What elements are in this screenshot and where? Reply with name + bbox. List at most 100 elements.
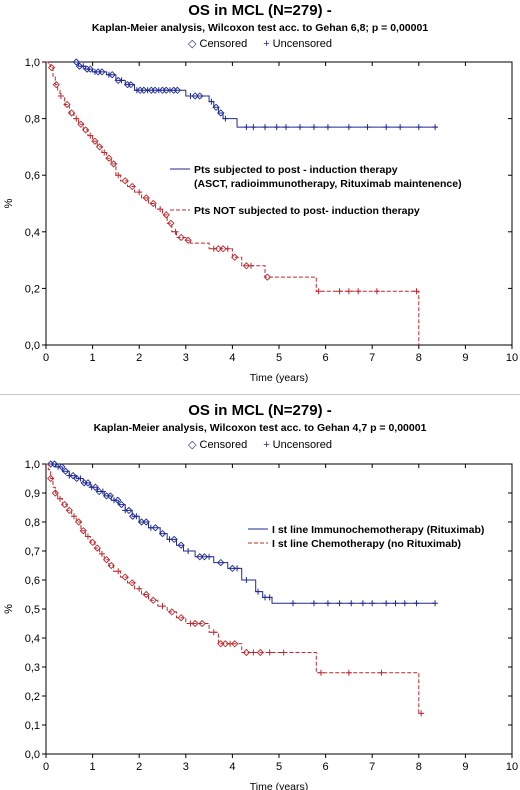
censor-marker [149,596,157,604]
censor-marker [77,475,84,482]
censor-marker [157,206,164,213]
x-tick-label: 5 [276,761,282,773]
censor-marker [73,474,81,483]
censor-marker [378,669,385,676]
censor-marker [51,489,59,497]
censor-marker [72,58,80,66]
censor-marker [140,86,148,94]
censor-marker [107,561,115,570]
censor-marker [191,619,199,628]
censored-label: Censored [199,38,248,50]
x-tick-label: 9 [462,761,468,773]
censor-marker [418,710,425,717]
censored-symbol: ◇ [188,38,197,50]
censor-marker [167,219,175,227]
censor-marker [184,236,192,244]
censor-marker [208,98,215,105]
x-tick-label: 2 [136,761,142,773]
censor-marker [129,512,137,520]
censor-marker [80,63,87,70]
chart-title: OS in MCL (N=279) - [188,402,332,419]
censor-marker [210,629,217,636]
x-tick-label: 8 [416,352,422,364]
censor-marker [413,288,420,295]
y-tick-label: 0,9 [25,488,40,500]
x-tick-label: 6 [323,352,329,364]
y-tick-label: 0,7 [25,546,40,558]
censor-marker [324,600,331,607]
censor-marker [162,86,170,94]
censor-marker [222,115,229,122]
censor-marker [266,649,273,656]
censor-marker [61,500,69,509]
survival-curve [46,61,420,345]
marker-legend: ◇ Censored + Uncensored [0,438,520,451]
censor-marker [117,500,126,509]
censor-marker [196,553,204,561]
plot-frame [45,463,513,755]
x-tick-label: 10 [506,352,518,364]
chart-subtitle: Kaplan-Meier analysis, Wilcoxon test acc… [91,22,429,34]
y-tick-label: 0,4 [25,633,40,645]
censor-marker [91,483,100,491]
censor-marker [98,68,106,76]
censor-marker [123,81,132,89]
censor-marker [250,649,257,656]
censor-marker [282,124,289,131]
censor-marker [66,472,73,479]
censor-marker [118,77,125,84]
censor-marker [315,288,322,295]
y-tick-label: 0,2 [25,283,40,295]
censor-marker [359,600,366,607]
censor-marker [58,463,66,471]
censor-marker [348,600,355,607]
y-tick-label: 0,2 [25,691,40,703]
uncensored-label: Uncensored [272,439,332,451]
censor-marker [219,245,227,253]
censor-marker [99,488,106,495]
x-tick-label: 1 [90,352,96,364]
censor-marker [234,565,241,572]
censor-marker [128,579,136,587]
censor-marker [159,603,166,610]
censor-marker [56,495,63,502]
censor-marker [151,86,159,94]
x-tick-label: 5 [276,352,282,364]
censor-marker [105,154,113,162]
x-tick-label: 4 [229,352,235,364]
censor-marker [84,533,91,540]
censor-marker [47,64,56,72]
x-tick-label: 3 [183,761,189,773]
censor-marker [125,506,133,515]
censor-marker [243,577,250,583]
censor-marker [217,640,225,648]
censor-marker [231,640,239,648]
censor-marker [81,126,90,134]
censor-marker [243,124,250,131]
censor-marker [200,553,209,561]
uncensored-symbol: + [263,439,270,451]
chart-panel-1: OS in MCL (N=279) - Kaplan-Meier analysi… [0,0,520,392]
censor-marker [95,487,103,496]
x-tick-label: 0 [43,352,49,364]
censor-marker [75,62,84,70]
censor-marker [198,619,206,628]
censor-marker [206,553,213,560]
censor-marker [88,484,95,491]
censored-symbol: ◇ [188,439,197,451]
x-tick-label: 9 [462,352,468,364]
censor-marker [317,669,324,676]
x-tick-label: 7 [369,352,375,364]
x-tick-label: 0 [43,761,49,773]
y-tick-label: 0,0 [25,749,40,761]
series-2 [46,61,420,345]
censor-marker [212,103,220,111]
censor-marker [114,496,122,504]
censor-marker [172,228,179,235]
x-tick-label: 3 [183,352,189,364]
censor-marker [95,143,104,151]
series-1 [72,58,439,131]
censor-marker [177,614,185,622]
x-axis-label: Time (years) [250,781,309,790]
series-1 [46,460,439,607]
